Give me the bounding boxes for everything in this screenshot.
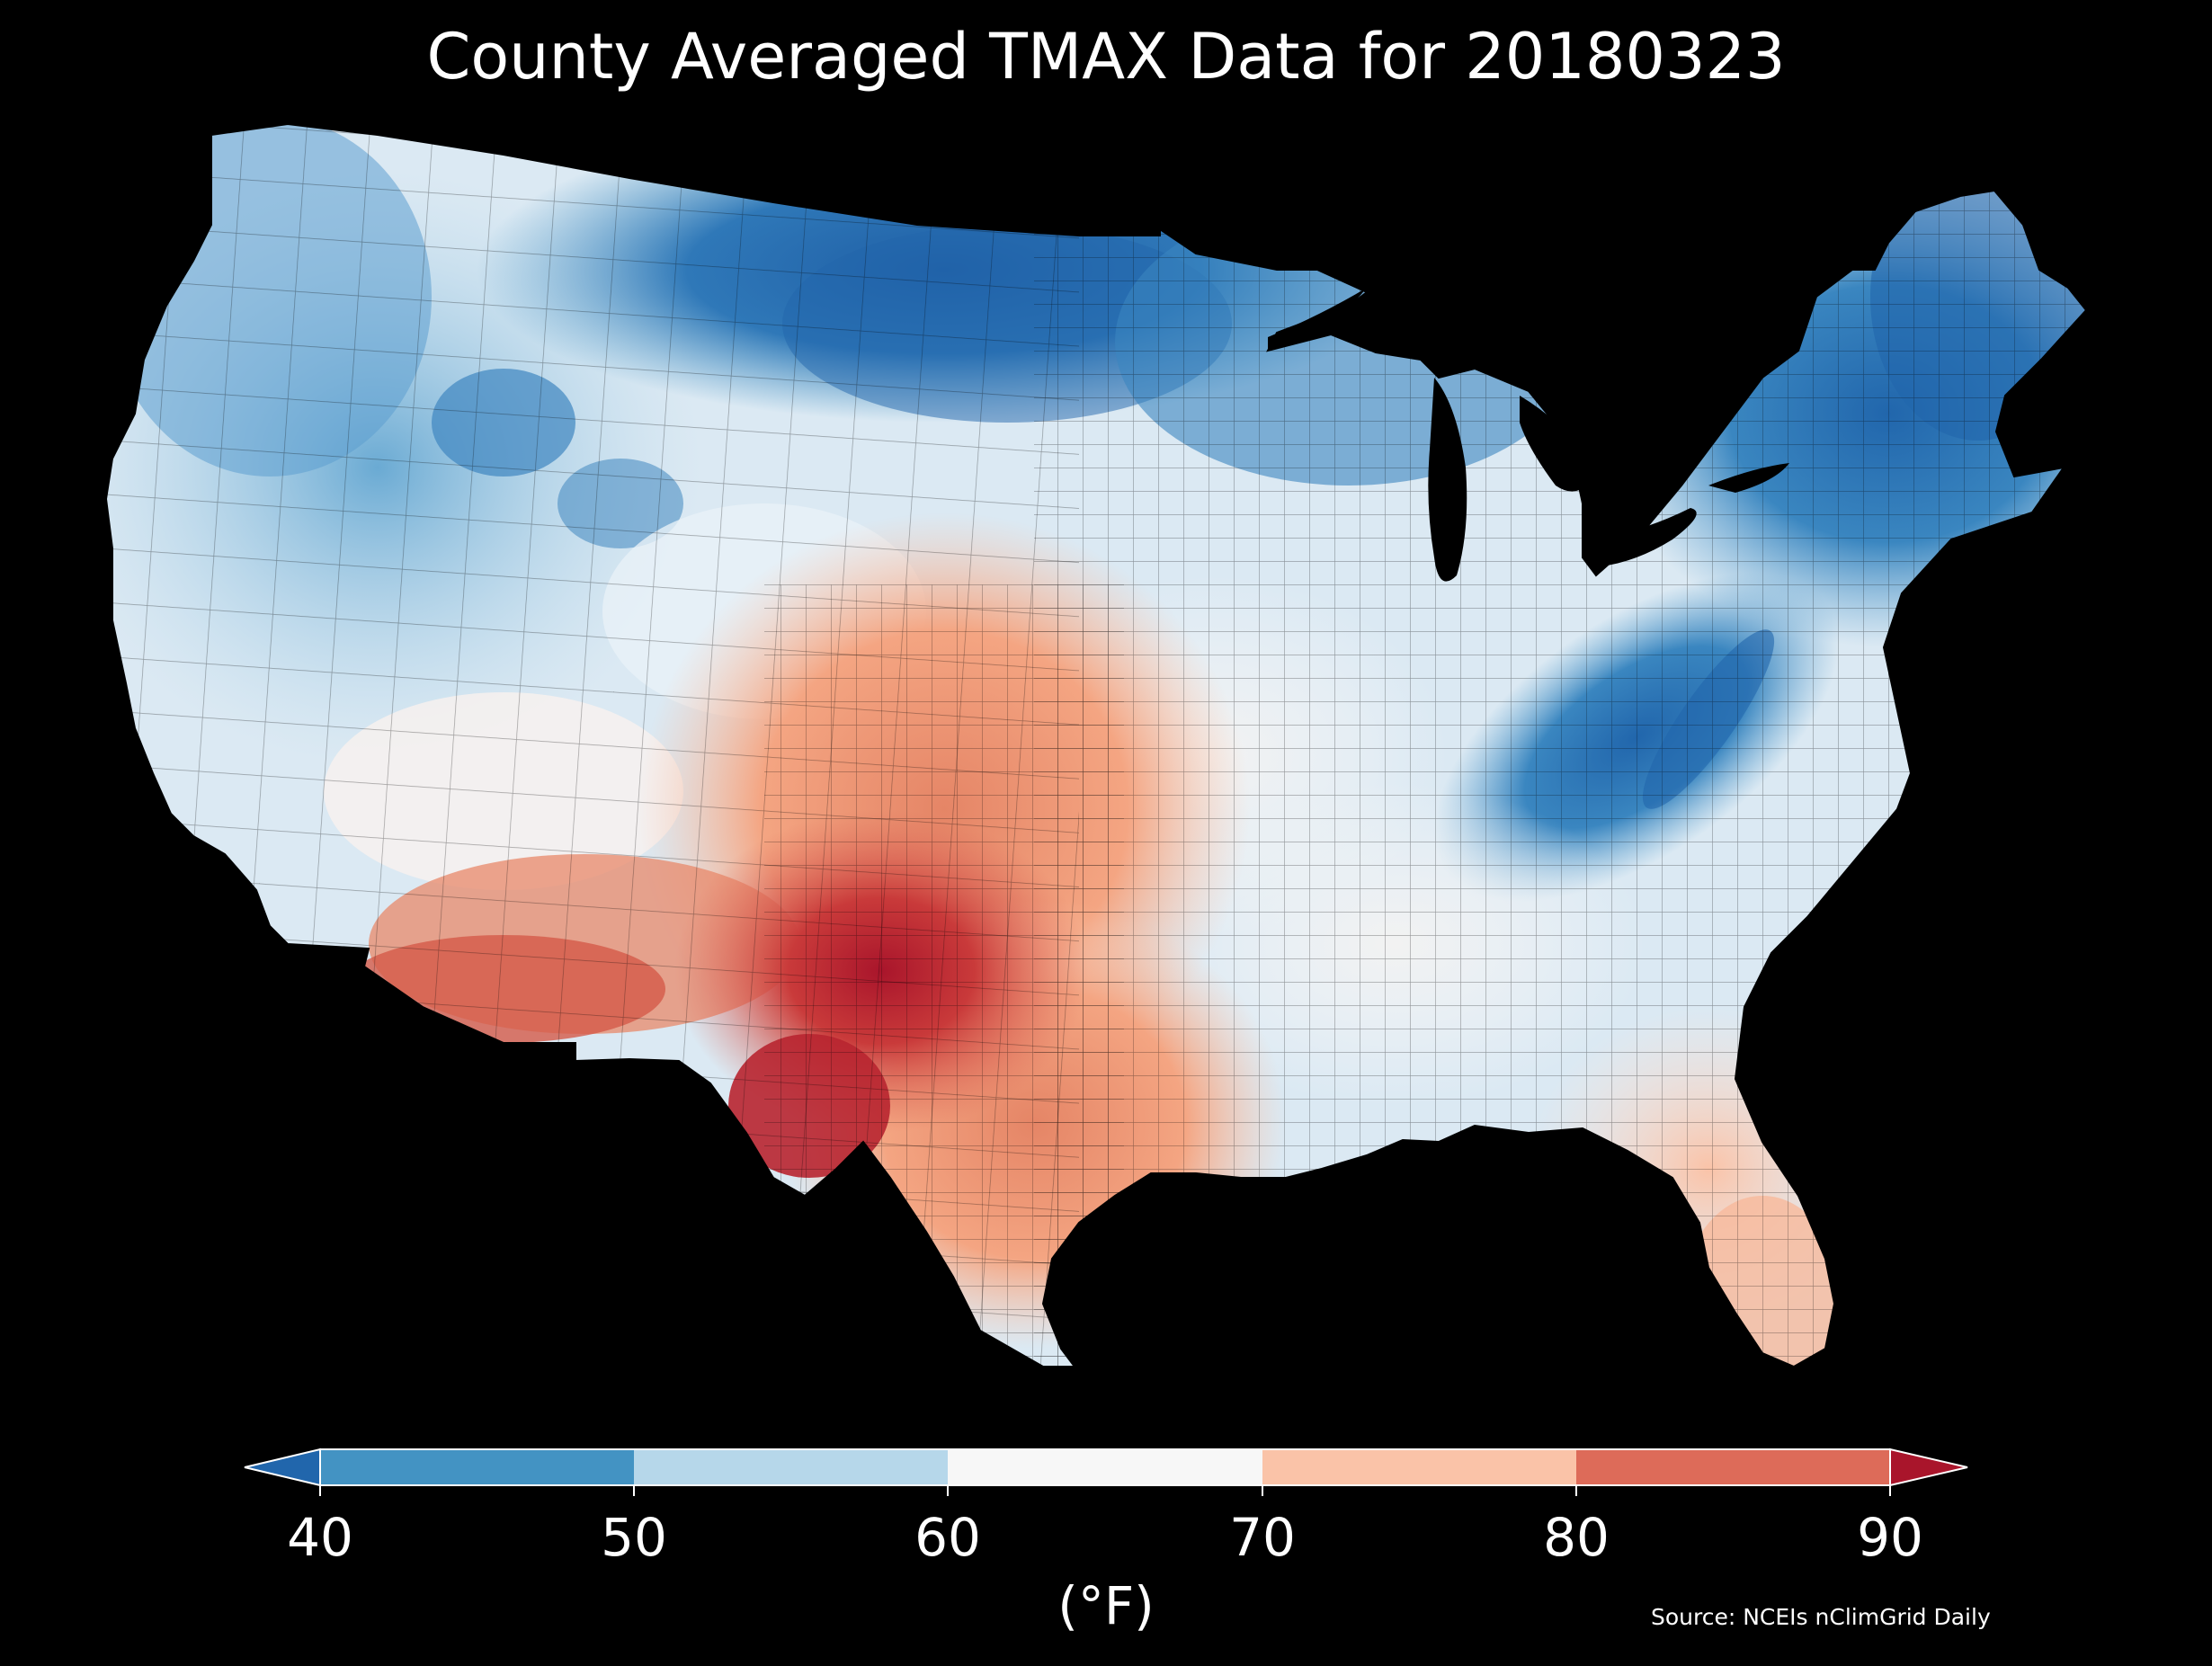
colorbar-extend-high bbox=[1889, 1448, 1968, 1487]
colorbar-bin-60-70 bbox=[948, 1449, 1262, 1485]
map-title: County Averaged TMAX Data for 20180323 bbox=[426, 20, 1786, 94]
colorbar-unit-label: (°F) bbox=[1057, 1575, 1155, 1636]
source-label: Source: NCEIs nClimGrid Daily bbox=[1651, 1604, 1991, 1630]
colorbar-bin-80-90 bbox=[1576, 1449, 1890, 1485]
colorbar-extend-low bbox=[244, 1448, 321, 1487]
colorbar-bin-50-60 bbox=[634, 1449, 948, 1485]
great-lakes bbox=[1268, 288, 1789, 582]
colorbar-bin-40-50 bbox=[320, 1449, 634, 1485]
colorbar-bin-70-80 bbox=[1262, 1449, 1576, 1485]
